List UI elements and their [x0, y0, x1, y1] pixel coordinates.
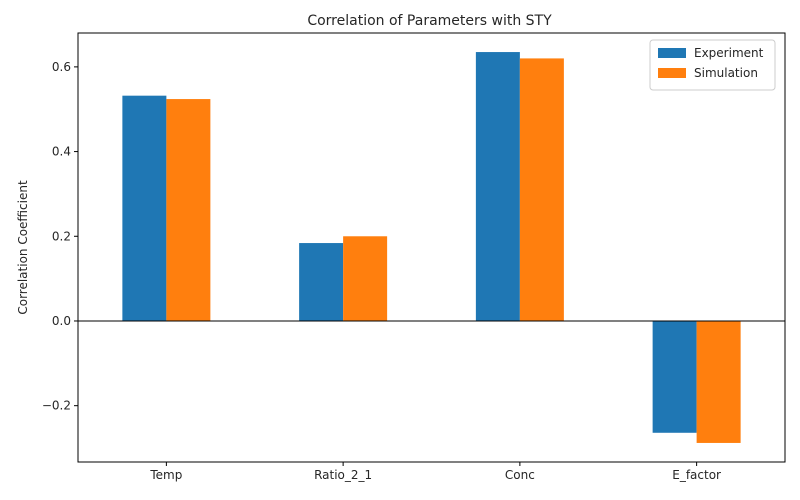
bar-simulation-conc: [519, 58, 564, 321]
y-tick-label: 0.2: [52, 229, 71, 243]
bar-experiment-temp: [122, 95, 167, 321]
chart-title: Correlation of Parameters with STY: [307, 13, 552, 29]
plot-area: −0.2 0.0 0.2 0.4 0.6 Temp Ratio_2_1 Conc E_facto…: [42, 32, 786, 482]
bar-experiment-ratio_2_1: [299, 243, 344, 321]
legend-swatch: [658, 48, 686, 58]
legend-swatch: [658, 68, 686, 78]
y-tick-label: 0.4: [52, 145, 71, 159]
y-axis-label: Correlation Coefficient: [16, 180, 30, 315]
x-tick-label: Temp: [149, 468, 182, 482]
x-tick-label: Conc: [505, 468, 535, 482]
bar-experiment-e_factor: [652, 320, 697, 433]
bar-experiment-conc: [475, 52, 520, 321]
y-tick-label: 0.6: [52, 60, 71, 74]
legend-label: Experiment: [694, 46, 764, 60]
y-tick-label: −0.2: [42, 399, 71, 413]
legend: Experiment Simulation: [649, 39, 776, 91]
legend-label: Simulation: [694, 66, 758, 80]
bar-simulation-e_factor: [696, 320, 741, 443]
x-tick-label: Ratio_2_1: [314, 468, 372, 482]
x-tick-label: E_factor: [672, 468, 721, 482]
axes-frame: [77, 32, 786, 463]
y-tick-label: 0.0: [52, 314, 71, 328]
bar-simulation-temp: [166, 99, 211, 321]
bar-simulation-ratio_2_1: [343, 236, 388, 321]
